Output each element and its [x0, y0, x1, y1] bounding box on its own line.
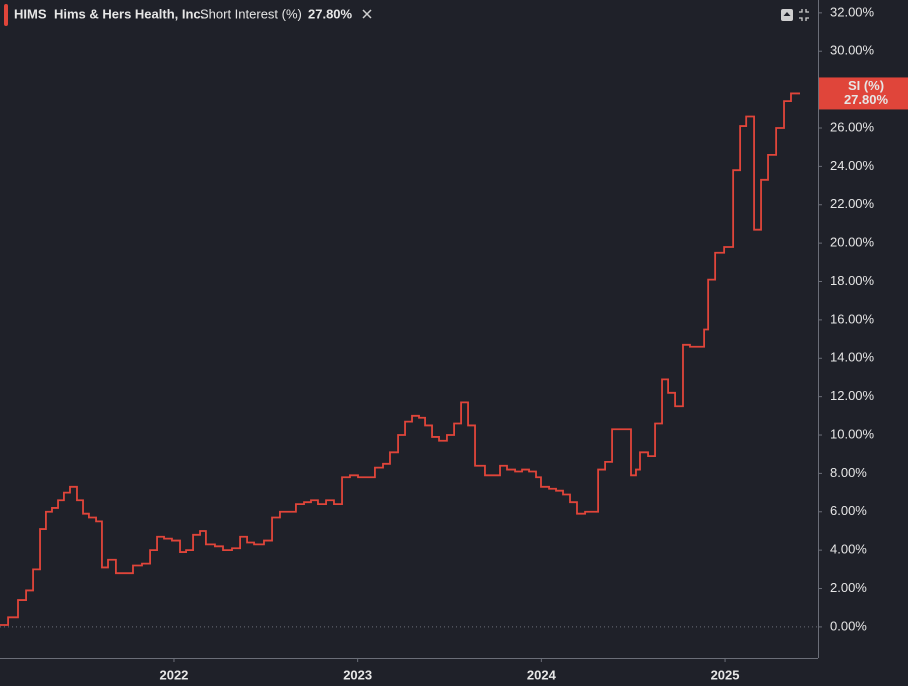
last-value-label: 27.80% — [844, 92, 889, 107]
y-tick-label: 12.00% — [830, 388, 875, 403]
y-tick-label: 0.00% — [830, 618, 867, 633]
y-tick-label: 18.00% — [830, 273, 875, 288]
x-tick-label: 2024 — [527, 667, 557, 682]
y-tick-label: 26.00% — [830, 119, 875, 134]
y-tick-label: 20.00% — [830, 235, 875, 250]
line — [0, 92, 800, 626]
y-tick-label: 32.00% — [830, 4, 875, 19]
y-tick-label: 10.00% — [830, 426, 875, 441]
y-tick-label: 24.00% — [830, 158, 875, 173]
y-tick-label: 22.00% — [830, 196, 875, 211]
x-tick-label: 2022 — [159, 667, 188, 682]
close-icon[interactable] — [362, 9, 372, 19]
y-tick-label: 4.00% — [830, 542, 867, 557]
y-tick-label: 2.00% — [830, 580, 867, 595]
company: Hims & Hers Health, Inc. — [54, 6, 204, 21]
ticker: HIMS — [14, 6, 47, 21]
y-tick-label: 6.00% — [830, 503, 867, 518]
y-tick-label: 8.00% — [830, 465, 867, 480]
legend-swatch — [4, 4, 8, 26]
y-tick-label: 16.00% — [830, 311, 875, 326]
collapse-icon[interactable] — [799, 9, 809, 21]
legend-value: 27.80% — [308, 6, 353, 21]
indicator: Short Interest (%) — [200, 6, 302, 21]
x-tick-label: 2023 — [343, 667, 372, 682]
y-tick-label: 30.00% — [830, 43, 875, 58]
last-value-name: SI (%) — [848, 78, 884, 93]
x-tick-label: 2025 — [711, 667, 740, 682]
y-tick-label: 14.00% — [830, 350, 875, 365]
export-arrow — [783, 12, 791, 16]
last-value-box — [819, 77, 908, 110]
